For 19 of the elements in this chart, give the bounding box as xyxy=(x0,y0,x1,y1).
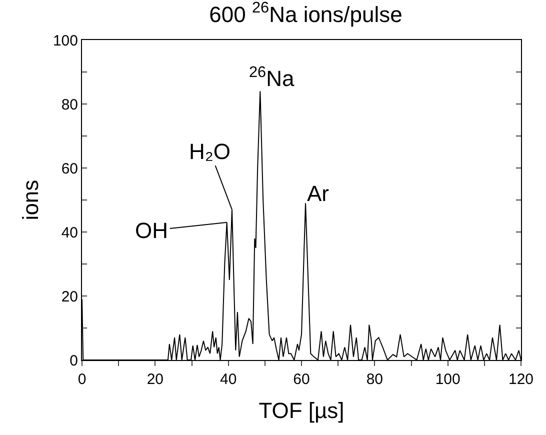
annotation: $^{26}$Na xyxy=(249,64,296,92)
y-tick-label: 60 xyxy=(61,160,78,178)
x-axis-title: TOF [µs] xyxy=(258,398,344,423)
y-tick-label: 0 xyxy=(70,352,78,370)
x-tick-label: 120 xyxy=(508,371,534,388)
y-tick-label: 20 xyxy=(61,288,78,306)
y-tick-label: 80 xyxy=(61,96,78,114)
annotation: OH xyxy=(135,218,168,243)
x-tick-label: 60 xyxy=(293,371,310,388)
x-tick-label: 80 xyxy=(366,371,384,388)
x-tick-label: 20 xyxy=(146,371,164,388)
y-tick-label: 40 xyxy=(61,224,78,242)
y-tick-label: 100 xyxy=(52,32,78,50)
x-tick-label: 40 xyxy=(220,371,237,388)
x-tick-label: 100 xyxy=(435,371,460,388)
annotation: H₂O xyxy=(189,139,231,164)
annotation: Ar xyxy=(307,181,329,206)
chart-title: 600 $^{26}$Na ions/pulse xyxy=(209,0,402,27)
y-axis-title: ions xyxy=(18,180,43,220)
